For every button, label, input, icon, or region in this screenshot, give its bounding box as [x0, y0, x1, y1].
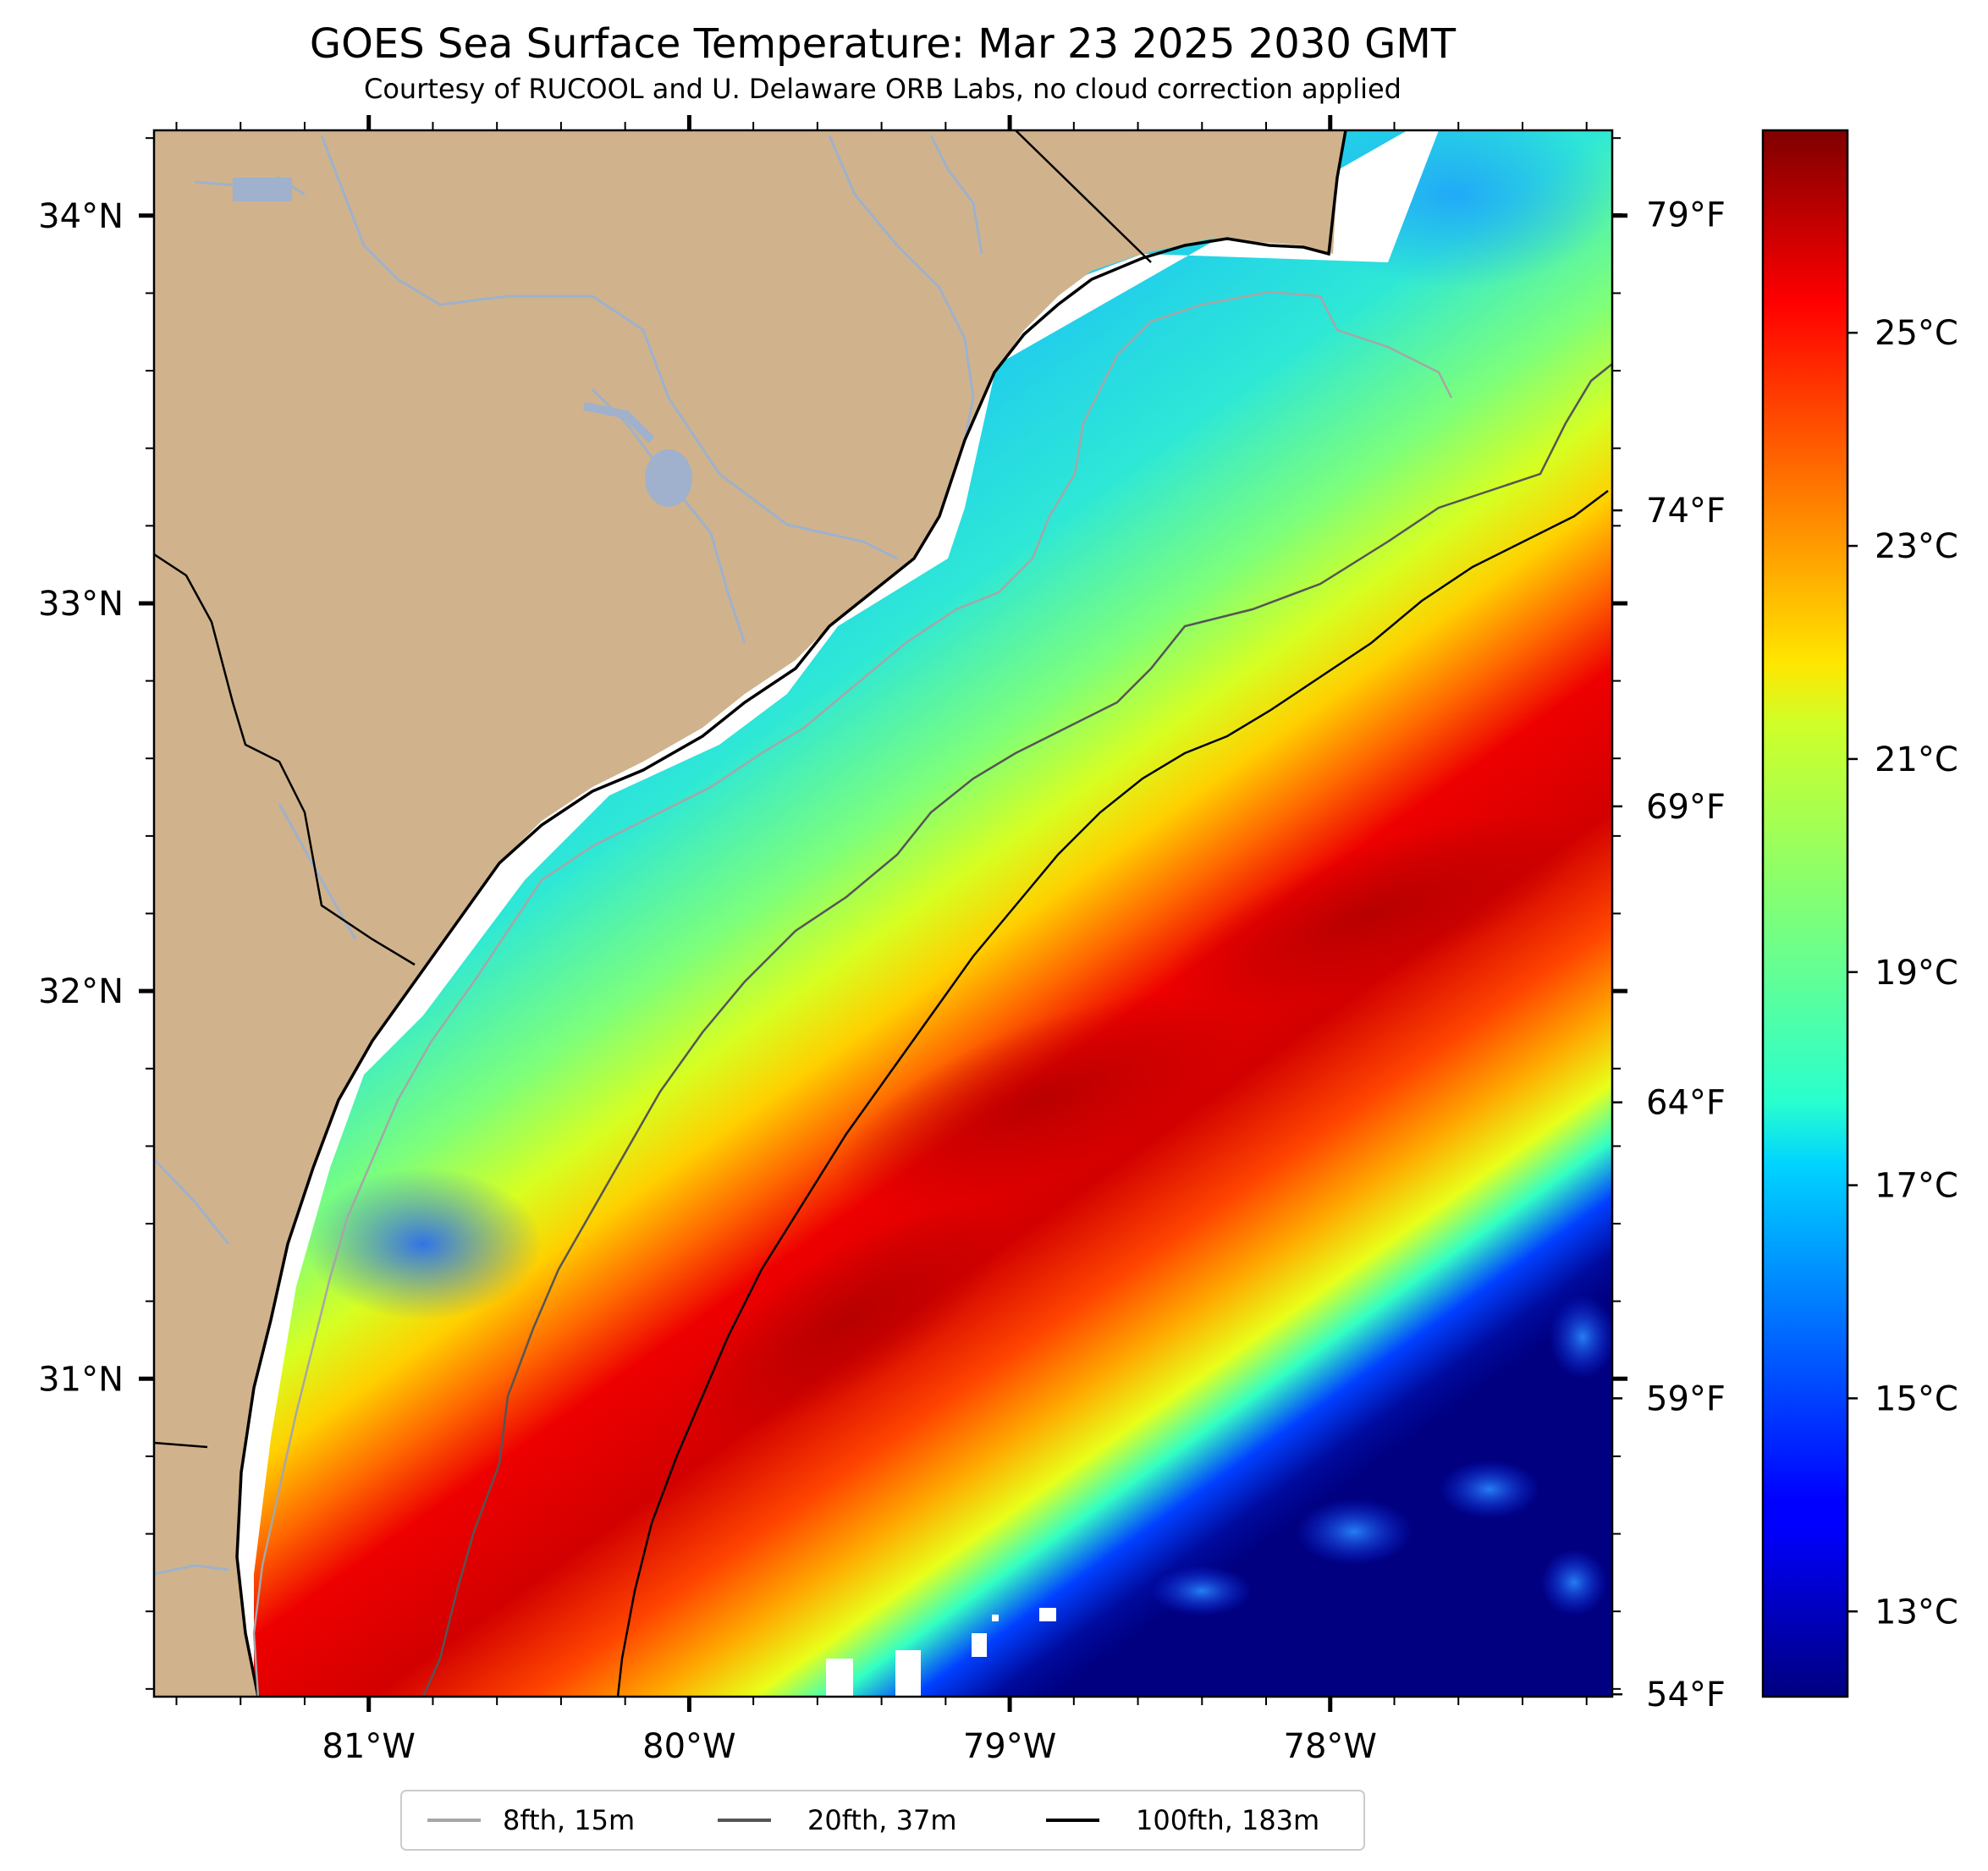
isobath-8fth [252, 290, 1453, 1697]
colorbar-tick-label: 17°C [1875, 1167, 1958, 1206]
lon-tick-label: 81°W [322, 1727, 415, 1766]
legend-100fth-label: 100fth, 183m [1136, 1804, 1319, 1836]
state-borders [154, 130, 1152, 1449]
offshore-warm-spot-2 [1295, 1498, 1413, 1566]
gulf-stream-core-3 [1163, 815, 1579, 1013]
lat-tick-label: 34°N [38, 197, 124, 236]
fahrenheit-tick-label: 59°F [1646, 1379, 1726, 1418]
coastline [235, 130, 1347, 1697]
colorbar-tick-label: 21°C [1875, 740, 1958, 779]
fahrenheit-tick-label: 64°F [1646, 1084, 1726, 1123]
offshore-warm-spot-4 [1151, 1566, 1253, 1616]
axis-ticks [139, 115, 1627, 1712]
colorbar-tick-label: 19°C [1875, 954, 1958, 993]
isobath-20fth [421, 363, 1612, 1697]
lat-tick-label: 32°N [38, 972, 124, 1011]
colorbar-tick-label: 23°C [1875, 527, 1958, 566]
cool-patch-nearshore [305, 1168, 542, 1320]
legend-20fth-label: 20fth, 37m [807, 1804, 956, 1836]
figure-subtitle: Courtesy of RUCOOL and U. Delaware ORB L… [364, 73, 1402, 105]
fahrenheit-tick-label: 79°F [1646, 195, 1726, 234]
lat-tick-label: 33°N [38, 585, 124, 624]
lat-tick-label: 31°N [38, 1360, 124, 1399]
legend-box [400, 1790, 1365, 1851]
isobath-legend: 8fth, 15m 20fth, 37m 100fth, 183m [400, 1790, 1365, 1851]
colorbar-tick-label: 15°C [1875, 1379, 1958, 1418]
axis-labels: 81°W 80°W 79°W 78°W 34°N 33°N 32°N 31°N [38, 197, 1377, 1766]
colorbar-ticks: 25°C 23°C 21°C 19°C 17°C 15°C 13°C 79°F 74°F 69°F… [1612, 195, 1958, 1714]
offshore-warm-spot-5 [1540, 1549, 1608, 1616]
isobath-100fth [616, 490, 1609, 1697]
colorbar-tick-label: 13°C [1875, 1593, 1958, 1632]
fahrenheit-tick-label: 74°F [1646, 492, 1726, 531]
colorbar [1761, 129, 1849, 1698]
gulf-stream-core-2 [684, 1206, 1009, 1434]
gulf-stream-core-1 [834, 991, 1247, 1209]
lon-tick-label: 80°W [642, 1727, 735, 1766]
figure-title: GOES Sea Surface Temperature: Mar 23 202… [310, 20, 1457, 68]
offshore-warm-spot-3 [1439, 1460, 1540, 1519]
fahrenheit-tick-label: 69°F [1646, 788, 1726, 827]
colorbar-tick-label: 25°C [1875, 314, 1958, 353]
land-mass [154, 130, 1346, 1697]
lon-tick-label: 79°W [963, 1727, 1056, 1766]
rivers [154, 135, 983, 1576]
missing-data [826, 1608, 1056, 1697]
offshore-warm-spot-1 [1549, 1295, 1612, 1379]
fahrenheit-tick-label: 54°F [1646, 1676, 1726, 1714]
map-panel [154, 130, 1612, 1697]
lon-tick-label: 78°W [1284, 1727, 1377, 1766]
legend-8fth-label: 8fth, 15m [503, 1804, 635, 1836]
